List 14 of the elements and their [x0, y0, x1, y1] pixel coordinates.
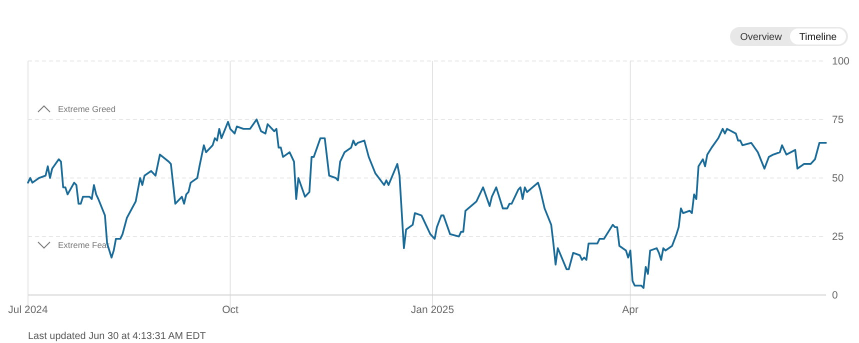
text: Last updated Jun 30 at 4:13:31 AM EDT	[28, 331, 206, 342]
x-tick-label: Oct	[222, 304, 238, 316]
x-tick-label: Apr	[622, 304, 640, 316]
x-tick-label: Jan 2025	[410, 304, 454, 316]
text: Overview	[740, 32, 783, 43]
y-tick-label: 0	[832, 290, 838, 302]
text: Timeline	[799, 32, 838, 43]
x-tick-label: Jul 2024	[8, 304, 48, 316]
y-tick-label: 25	[832, 231, 844, 244]
annotation: Extreme Greed	[58, 104, 116, 114]
y-tick-label: 50	[832, 172, 844, 185]
y-tick-label: 75	[832, 114, 844, 126]
y-tick-label: 100	[832, 56, 850, 68]
line-series	[27, 118, 827, 289]
